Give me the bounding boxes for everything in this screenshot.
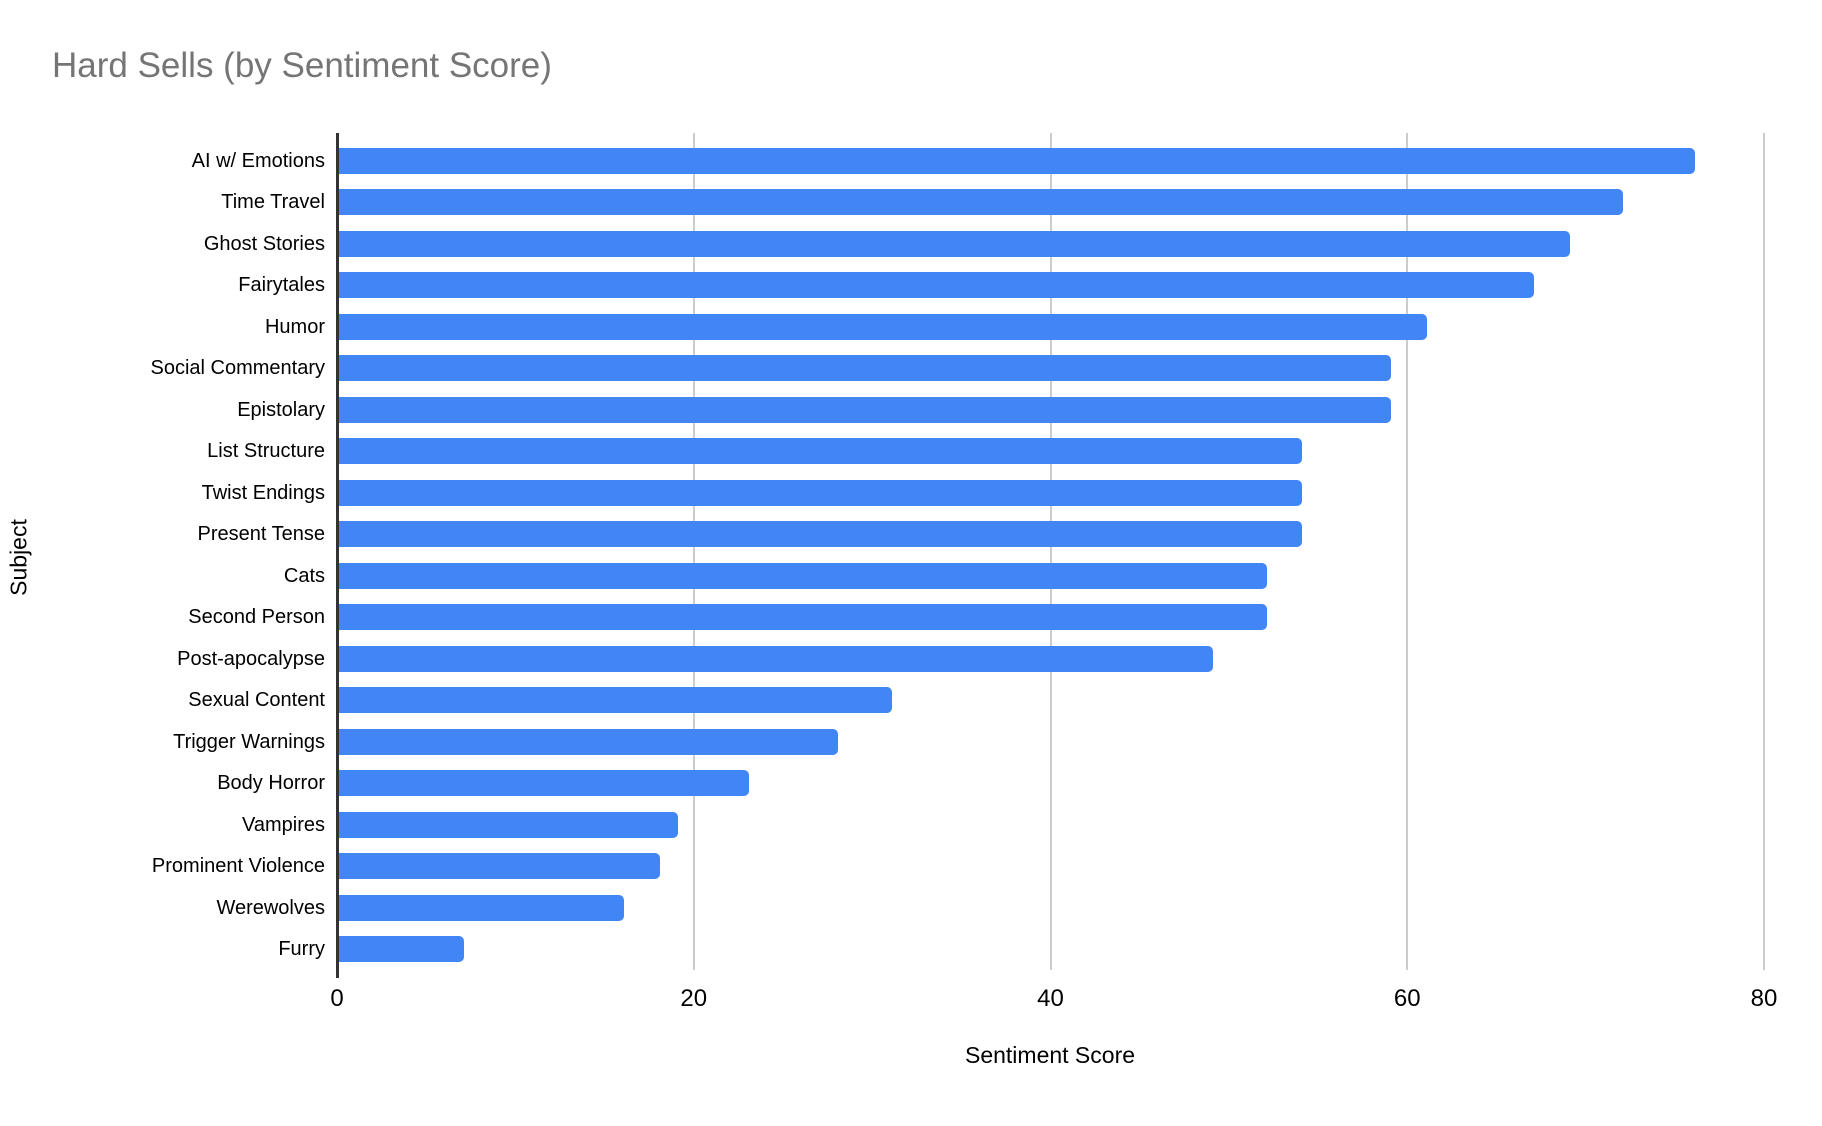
category-label: Ghost Stories	[203, 232, 325, 255]
x-tick-label: 60	[1393, 985, 1421, 1012]
bar[interactable]	[339, 604, 1267, 631]
chart-title: Hard Sells (by Sentiment Score)	[52, 46, 552, 85]
bar[interactable]	[339, 438, 1303, 465]
category-label: Fairytales	[238, 274, 325, 297]
category-label: Humor	[264, 315, 325, 338]
x-tick-label: 80	[1750, 985, 1778, 1012]
bar[interactable]	[339, 479, 1303, 506]
bar[interactable]	[339, 521, 1303, 548]
category-label: Twist Endings	[201, 481, 325, 504]
gridline-80	[1763, 133, 1765, 970]
x-tick-label: 40	[1037, 985, 1064, 1012]
category-label: Post-apocalypse	[177, 647, 325, 670]
category-label: List Structure	[207, 440, 325, 463]
category-label: Prominent Violence	[151, 855, 325, 878]
bar[interactable]	[339, 562, 1267, 589]
category-label: Second Person	[188, 606, 325, 629]
x-axis-title: Sentiment Score	[964, 1042, 1136, 1068]
bar[interactable]	[339, 355, 1392, 382]
bar[interactable]	[339, 811, 678, 838]
bar[interactable]	[339, 147, 1695, 174]
x-tick-label: 20	[680, 985, 708, 1012]
y-axis-title: Subject	[5, 519, 32, 596]
bar[interactable]	[339, 396, 1392, 423]
category-label: Social Commentary	[150, 357, 325, 380]
category-label: AI w/ Emotions	[191, 149, 325, 172]
gridline-60	[1406, 133, 1409, 970]
bar[interactable]	[339, 272, 1535, 299]
bar[interactable]	[339, 894, 625, 921]
category-label: Cats	[283, 564, 325, 587]
bar[interactable]	[339, 313, 1428, 340]
category-label: Trigger Warnings	[173, 730, 325, 753]
x-tick-label: 0	[330, 985, 344, 1012]
bar[interactable]	[339, 645, 1214, 672]
bar[interactable]	[339, 728, 839, 755]
category-label: Furry	[278, 938, 325, 961]
bar[interactable]	[339, 230, 1570, 257]
bar[interactable]	[339, 770, 750, 797]
gridline-20	[692, 133, 695, 970]
category-label: Time Travel	[221, 191, 325, 214]
bar[interactable]	[339, 853, 661, 880]
category-label: Epistolary	[237, 398, 325, 421]
category-label: Present Tense	[197, 523, 326, 546]
category-label: Werewolves	[216, 896, 325, 919]
bar[interactable]	[339, 687, 892, 714]
plot-area	[336, 133, 1792, 978]
bar[interactable]	[339, 189, 1624, 216]
category-label: Sexual Content	[188, 689, 325, 712]
gridline-40	[1049, 133, 1052, 970]
bar[interactable]	[339, 936, 464, 963]
category-label: Vampires	[242, 813, 325, 836]
category-label: Body Horror	[217, 772, 325, 795]
y-axis-line	[336, 133, 339, 978]
